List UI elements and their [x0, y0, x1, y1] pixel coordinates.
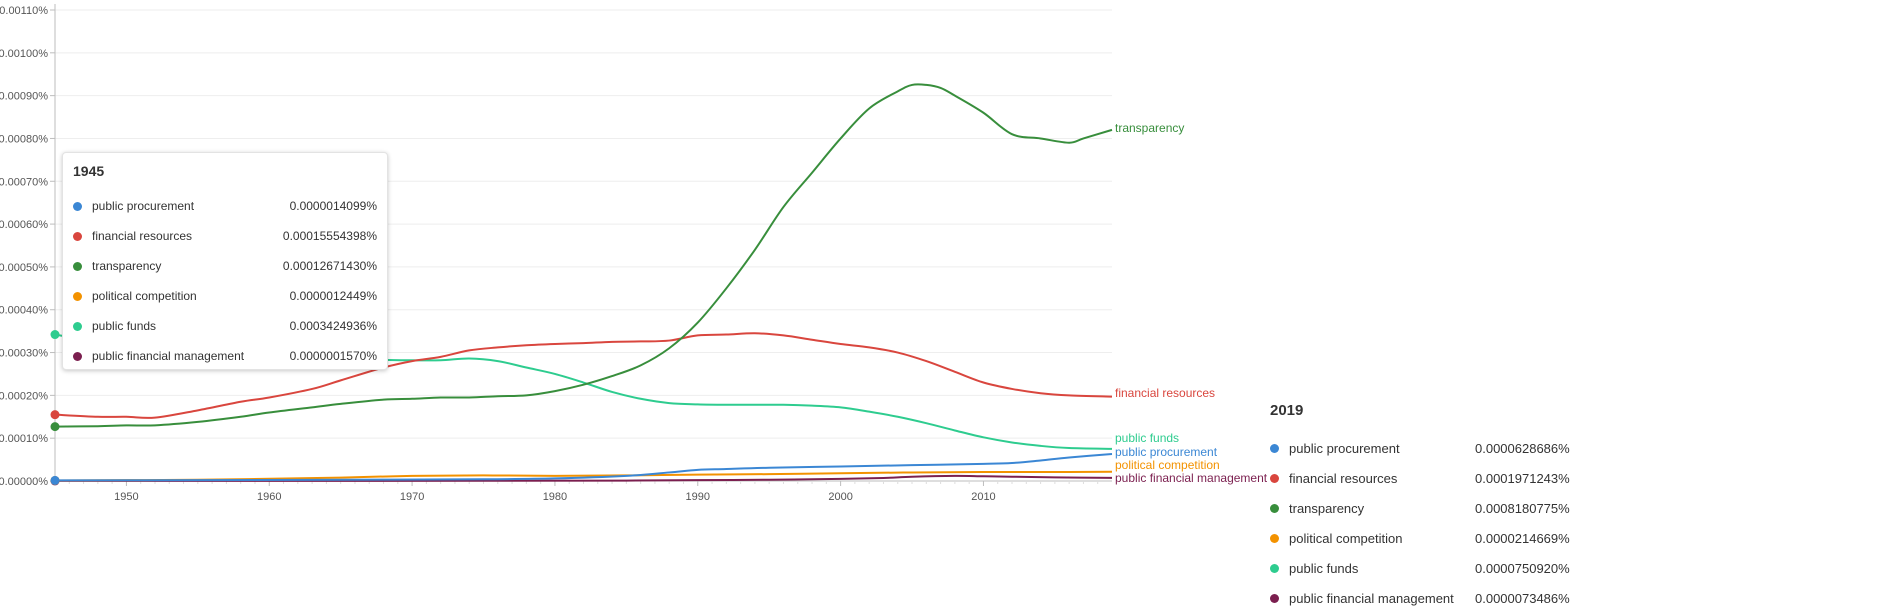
x-tick-label: 2010 — [971, 491, 995, 503]
legend-series-value: 0.0001971243% — [1475, 470, 1570, 486]
end-label-political-competition: political competition — [1115, 458, 1220, 472]
tooltip-series-value: 0.00012671430% — [282, 259, 377, 273]
tooltip-series-name: public financial management — [92, 349, 245, 363]
series-line-financial-resources[interactable] — [54, 332, 1113, 419]
x-tick-label: 2000 — [828, 491, 852, 503]
tooltip-row: public financial management 0.0000001570… — [73, 341, 377, 371]
legend-series-value: 0.0000073486% — [1475, 590, 1570, 606]
legend-series-name: financial resources — [1289, 470, 1398, 486]
series-color-dot — [73, 351, 82, 361]
tooltip-row: public funds 0.0003424936% — [73, 311, 377, 341]
legend-series-value: 0.0000214669% — [1475, 530, 1570, 546]
tooltip-series-value: 0.00015554398% — [282, 229, 377, 243]
x-tick-label: 1990 — [686, 491, 710, 503]
start-marker-public-funds — [50, 330, 60, 340]
legend-series-value: 0.0008180775% — [1475, 500, 1570, 516]
legend-series-name: public procurement — [1289, 440, 1400, 456]
legend-row: political competition 0.0000214669% — [1270, 523, 1890, 553]
y-tick-label: 0.00070% — [0, 176, 48, 188]
y-tick-label: 0.00010% — [0, 433, 48, 445]
tooltip-series-value: 0.0000001570% — [289, 349, 377, 363]
legend-row: public procurement 0.0000628686% — [1270, 433, 1890, 463]
x-tick-label: 1950 — [114, 491, 138, 503]
legend-series-value: 0.0000628686% — [1475, 440, 1570, 456]
series-color-dot — [1270, 533, 1279, 543]
legend-row: financial resources 0.0001971243% — [1270, 463, 1890, 493]
tooltip-series-name: transparency — [92, 259, 162, 273]
end-label-transparency: transparency — [1115, 121, 1184, 135]
series-color-dot — [73, 201, 82, 211]
series-color-dot — [73, 231, 82, 241]
legend-series-name: political competition — [1289, 530, 1403, 546]
series-start-markers — [50, 330, 60, 486]
start-marker-transparency — [50, 422, 60, 432]
tooltip-row: transparency 0.00012671430% — [73, 251, 377, 281]
end-year-legend: 2019 public procurement 0.0000628686% fi… — [1270, 402, 1890, 613]
tooltip-series-name: financial resources — [92, 229, 193, 243]
legend-series-value: 0.0000750920% — [1475, 560, 1570, 576]
series-line-transparency[interactable] — [54, 83, 1113, 428]
y-tick-label: 0.00110% — [0, 5, 48, 17]
series-line-public-procurement[interactable] — [54, 453, 1113, 482]
tooltip-row: financial resources 0.00015554398% — [73, 221, 377, 251]
series-line-public-financial-management[interactable] — [54, 474, 1113, 482]
series-color-dot — [1270, 503, 1279, 513]
start-marker-financial-resources — [50, 410, 60, 420]
series-color-dot — [1270, 593, 1279, 603]
series-color-dot — [1270, 563, 1279, 573]
y-tick-label: 0.00020% — [0, 390, 48, 402]
legend-row: public financial management 0.0000073486… — [1270, 583, 1890, 613]
y-tick-label: 0.00050% — [0, 262, 48, 274]
tooltip-row: political competition 0.0000012449% — [73, 281, 377, 311]
tooltip-year: 1945 — [73, 163, 105, 179]
end-label-public-procurement: public procurement — [1115, 445, 1218, 459]
series-end-labels: transparency financial resources public fu… — [1115, 121, 1268, 485]
legend-row: public funds 0.0000750920% — [1270, 553, 1890, 583]
end-label-public-financial-management: public financial management — [1115, 471, 1268, 485]
tooltip-series-name: political competition — [92, 289, 197, 303]
x-tick-label: 1970 — [400, 491, 424, 503]
y-axis-ticks: 0.00000% 0.00010% 0.00020% 0.00030% 0.00040%… — [0, 5, 48, 488]
series-color-dot — [73, 261, 82, 271]
tooltip-series-name: public procurement — [92, 199, 195, 213]
tooltip-row: public procurement 0.0000014099% — [73, 191, 377, 221]
tooltip-series-value: 0.0003424936% — [289, 319, 377, 333]
end-label-financial-resources: financial resources — [1115, 386, 1215, 400]
x-tick-label: 1960 — [257, 491, 281, 503]
legend-series-name: public funds — [1289, 560, 1359, 576]
legend-year: 2019 — [1270, 402, 1304, 419]
hover-tooltip: 1945 public procurement 0.0000014099% fi… — [62, 152, 388, 370]
tooltip-series-value: 0.0000012449% — [289, 289, 377, 303]
series-color-dot — [73, 321, 82, 331]
legend-row: transparency 0.0008180775% — [1270, 493, 1890, 523]
start-marker-public-procurement — [50, 475, 60, 485]
tooltip-series-name: public funds — [92, 319, 157, 333]
series-color-dot — [73, 291, 82, 301]
series-color-dot — [1270, 443, 1279, 453]
y-tick-label: 0.00080% — [0, 133, 48, 145]
y-tick-label: 0.00090% — [0, 91, 48, 103]
x-axis-ticks: 1950 1960 1970 1980 1990 2000 2010 — [68, 481, 1099, 503]
y-tick-label: 0.00100% — [0, 48, 48, 60]
series-color-dot — [1270, 473, 1279, 483]
x-tick-label: 1980 — [543, 491, 567, 503]
legend-series-name: transparency — [1289, 500, 1365, 516]
y-tick-label: 0.00000% — [0, 476, 48, 488]
y-tick-label: 0.00060% — [0, 219, 48, 231]
y-tick-label: 0.00030% — [0, 348, 48, 360]
y-tick-label: 0.00040% — [0, 305, 48, 317]
tooltip-series-value: 0.0000014099% — [289, 199, 377, 213]
end-label-public-funds: public funds — [1115, 431, 1179, 445]
legend-series-name: public financial management — [1289, 590, 1454, 606]
